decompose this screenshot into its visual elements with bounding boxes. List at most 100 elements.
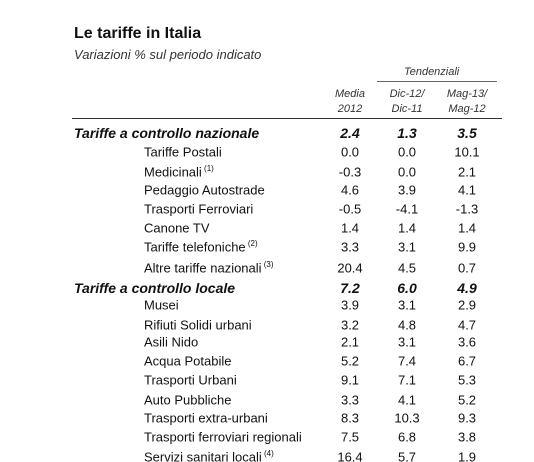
table-cell: 16.4 xyxy=(337,449,363,462)
row-label-text: Servizi sanitari locali xyxy=(144,449,262,462)
table-cell: 9.9 xyxy=(457,239,477,255)
table-cell: 6.0 xyxy=(397,280,417,296)
table-cell: 0.7 xyxy=(457,260,477,276)
row-label: Auto Pubbliche xyxy=(144,393,231,408)
row-label: Canone TV xyxy=(144,221,210,236)
row-label: Tariffe telefoniche (2) xyxy=(144,240,258,255)
table-cell: -4.1 xyxy=(395,201,419,217)
table-cell: 7.1 xyxy=(397,372,417,388)
row-label-text: Canone TV xyxy=(144,220,210,236)
row-label: Musei xyxy=(144,298,179,313)
section-header-label: Tariffe a controllo locale xyxy=(74,280,235,296)
column-header-3-line1: Mag-13/ xyxy=(446,88,488,100)
table-cell: 1.9 xyxy=(457,449,477,462)
row-label: Rifiuti Solidi urbani xyxy=(144,318,252,333)
header-rule xyxy=(72,118,502,119)
table-cell: 1.4 xyxy=(340,220,360,236)
row-label: Trasporti Urbani xyxy=(144,373,237,388)
table-cell: 3.6 xyxy=(457,334,477,350)
table-cell: 20.4 xyxy=(337,260,363,276)
table-cell: 7.2 xyxy=(340,280,360,296)
column-header-1-line1: Media xyxy=(335,88,365,100)
row-label-text: Pedaggio Autostrade xyxy=(144,182,265,198)
table-cell: 3.1 xyxy=(397,334,417,350)
table-cell: -0.3 xyxy=(338,164,362,180)
table-cell: 4.1 xyxy=(457,182,477,198)
table-cell: 3.2 xyxy=(340,317,360,333)
table-cell: 1.3 xyxy=(397,125,417,141)
column-group-label: Tendenziali xyxy=(404,66,460,78)
table-cell: 4.9 xyxy=(457,280,477,296)
table-cell: 1.4 xyxy=(457,220,477,236)
table-cell: 3.3 xyxy=(340,392,360,408)
table-cell: 4.7 xyxy=(457,317,477,333)
table-cell: 10.1 xyxy=(454,144,480,160)
table-cell: 8.3 xyxy=(340,410,360,426)
row-label-text: Trasporti ferroviari regionali xyxy=(144,429,302,445)
table-cell: 1.4 xyxy=(397,220,417,236)
table-cell: -0.5 xyxy=(338,201,362,217)
row-label-text: Tariffe Postali xyxy=(144,144,222,160)
table-cell: 5.2 xyxy=(340,353,360,369)
row-label-text: Tariffe a controllo nazionale xyxy=(74,125,260,141)
row-label: Medicinali (1) xyxy=(144,165,214,180)
table-cell: 4.8 xyxy=(397,317,417,333)
table-cell: 3.5 xyxy=(457,125,477,141)
row-label: Servizi sanitari locali (4) xyxy=(144,450,274,462)
table-cell: 9.1 xyxy=(340,372,360,388)
row-label-text: Acqua Potabile xyxy=(144,353,232,369)
row-label: Tariffe Postali xyxy=(144,145,222,160)
table-cell: 5.7 xyxy=(397,449,417,462)
table-subtitle: Variazioni % sul periodo indicato xyxy=(74,47,262,62)
row-label-text: Altre tariffe nazionali xyxy=(144,260,262,276)
column-header-2-line1: Dic-12/ xyxy=(389,88,425,100)
footnote-marker: (2) xyxy=(245,239,258,249)
table-cell: -1.3 xyxy=(455,201,479,217)
table-cell: 9.3 xyxy=(457,410,477,426)
table-cell: 3.3 xyxy=(340,239,360,255)
row-label: Trasporti extra-urbani xyxy=(144,411,268,426)
row-label-text: Asili Nido xyxy=(144,334,199,350)
table-cell: 7.4 xyxy=(397,353,417,369)
row-label-text: Trasporti extra-urbani xyxy=(144,410,268,426)
row-label: Pedaggio Autostrade xyxy=(144,183,265,198)
table-cell: 2.1 xyxy=(340,334,360,350)
row-label-text: Medicinali xyxy=(144,164,202,180)
row-label: Trasporti Ferroviari xyxy=(144,202,253,217)
table-cell: 6.8 xyxy=(397,429,417,445)
table-cell: 4.6 xyxy=(340,182,360,198)
row-label: Trasporti ferroviari regionali xyxy=(144,430,302,445)
table-cell: 5.2 xyxy=(457,392,477,408)
table-cell: 5.3 xyxy=(457,372,477,388)
column-header-3-line2: Mag-12 xyxy=(448,103,486,115)
row-label-text: Trasporti Urbani xyxy=(144,372,237,388)
table-cell: 7.5 xyxy=(340,429,360,445)
table-cell: 0.0 xyxy=(397,164,417,180)
row-label-text: Rifiuti Solidi urbani xyxy=(144,317,252,333)
column-header-2: Dic-12/ Dic-11 xyxy=(390,87,425,117)
table-cell: 3.1 xyxy=(397,297,417,313)
column-header-2-line2: Dic-11 xyxy=(391,103,423,115)
section-header-label: Tariffe a controllo nazionale xyxy=(74,125,259,141)
table-cell: 2.4 xyxy=(340,125,360,141)
row-label-text: Tariffe a controllo locale xyxy=(74,280,236,296)
footnote-marker: (1) xyxy=(201,164,214,174)
table-cell: 0.0 xyxy=(397,144,417,160)
table-title: Le tariffe in Italia xyxy=(74,25,202,42)
table-cell: 3.9 xyxy=(397,182,417,198)
footnote-marker: (4) xyxy=(261,449,274,459)
column-header-3: Mag-13/ Mag-12 xyxy=(447,87,487,117)
table-cell: 6.7 xyxy=(457,353,477,369)
column-header-1-line2: 2012 xyxy=(337,103,363,115)
row-label: Altre tariffe nazionali (3) xyxy=(144,261,274,276)
row-label: Asili Nido xyxy=(144,335,198,350)
row-label-text: Trasporti Ferroviari xyxy=(144,201,254,217)
row-label: Acqua Potabile xyxy=(144,354,231,369)
table-cell: 3.1 xyxy=(397,239,417,255)
table-cell: 0.0 xyxy=(340,144,360,160)
row-label-text: Tariffe telefoniche xyxy=(144,239,246,255)
table-cell: 3.8 xyxy=(457,429,477,445)
column-header-1: Media 2012 xyxy=(335,87,365,117)
table-cell: 4.1 xyxy=(397,392,417,408)
row-label-text: Auto Pubbliche xyxy=(144,392,232,408)
